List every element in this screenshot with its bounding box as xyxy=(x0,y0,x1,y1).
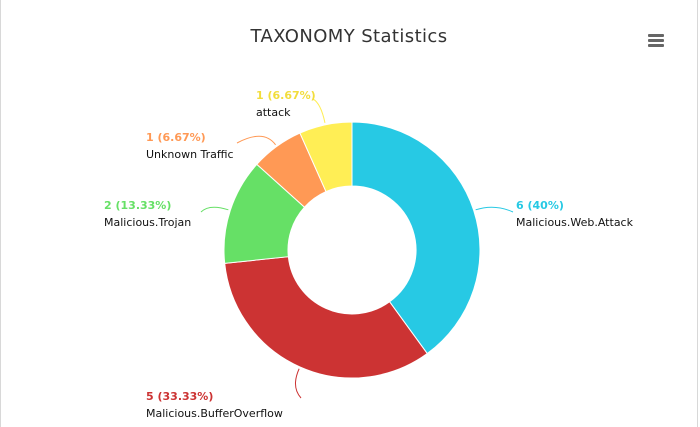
connector-line xyxy=(236,135,276,146)
connector-line xyxy=(295,368,302,399)
slice-name-label: Malicious.Trojan xyxy=(104,216,191,229)
slice-value-label: 1 (6.67%) xyxy=(256,89,316,102)
donut-slice-malicious-bufferoverflow[interactable] xyxy=(224,256,428,379)
connector-line xyxy=(200,206,229,213)
connector-line xyxy=(312,98,326,123)
slice-name-label: Malicious.BufferOverflow xyxy=(146,407,283,420)
slice-name-label: Unknown Traffic xyxy=(146,148,234,161)
slice-name-label: attack xyxy=(256,106,291,119)
slice-name-label: Malicious.Web.Attack xyxy=(516,216,634,229)
slice-value-label: 1 (6.67%) xyxy=(146,131,206,144)
slice-value-label: 5 (33.33%) xyxy=(146,390,213,403)
donut-slice-malicious-web-attack[interactable] xyxy=(351,121,481,355)
hamburger-menu-icon[interactable] xyxy=(648,34,664,48)
slice-value-label: 2 (13.33%) xyxy=(104,199,171,212)
chart-title: TAXONOMY Statistics xyxy=(250,26,448,47)
slice-value-label: 6 (40%) xyxy=(516,199,564,212)
donut-slice-attack[interactable] xyxy=(299,121,353,193)
connector-line xyxy=(475,206,514,213)
